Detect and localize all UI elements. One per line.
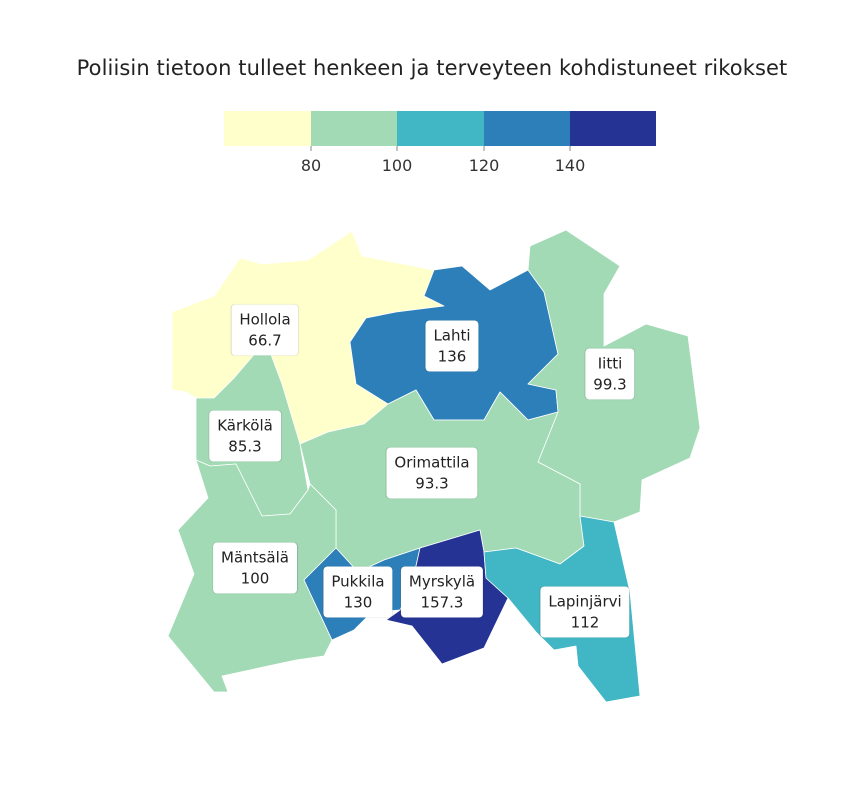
map-title: Poliisin tietoon tulleet henkeen ja terv… — [76, 56, 788, 80]
label-mantsala: Mäntsälä 100 — [213, 542, 297, 594]
label-pukkila-name: Pukkila — [331, 572, 385, 591]
label-orimattila-value: 93.3 — [415, 474, 449, 493]
label-hollola-value: 66.7 — [248, 331, 282, 350]
label-mantsala-name: Mäntsälä — [221, 548, 289, 567]
label-karkola: Kärkölä 85.3 — [209, 410, 281, 462]
label-lahti-value: 136 — [437, 347, 467, 366]
label-lapinjarvi: Lapinjärvi 112 — [540, 586, 630, 638]
label-karkola-value: 85.3 — [228, 437, 262, 456]
label-lahti: Lahti 136 — [425, 320, 479, 372]
label-iitti: Iitti 99.3 — [585, 348, 635, 400]
label-myrskyla-value: 157.3 — [420, 593, 464, 612]
label-pukkila-value: 130 — [343, 593, 373, 612]
label-myrskyla: Myrskylä 157.3 — [400, 566, 484, 618]
label-iitti-name: Iitti — [597, 354, 623, 373]
label-mantsala-value: 100 — [240, 569, 270, 588]
label-karkola-name: Kärkölä — [217, 416, 273, 435]
label-myrskyla-name: Myrskylä — [408, 572, 476, 591]
label-iitti-value: 99.3 — [593, 375, 627, 394]
label-lapinjarvi-value: 112 — [570, 613, 600, 632]
label-lahti-name: Lahti — [433, 326, 471, 345]
label-pukkila: Pukkila 130 — [323, 566, 393, 618]
label-hollola: Hollola 66.7 — [231, 304, 299, 356]
label-lapinjarvi-name: Lapinjärvi — [548, 592, 622, 611]
label-hollola-name: Hollola — [239, 310, 291, 329]
label-orimattila-name: Orimattila — [394, 453, 470, 472]
label-orimattila: Orimattila 93.3 — [386, 447, 478, 499]
